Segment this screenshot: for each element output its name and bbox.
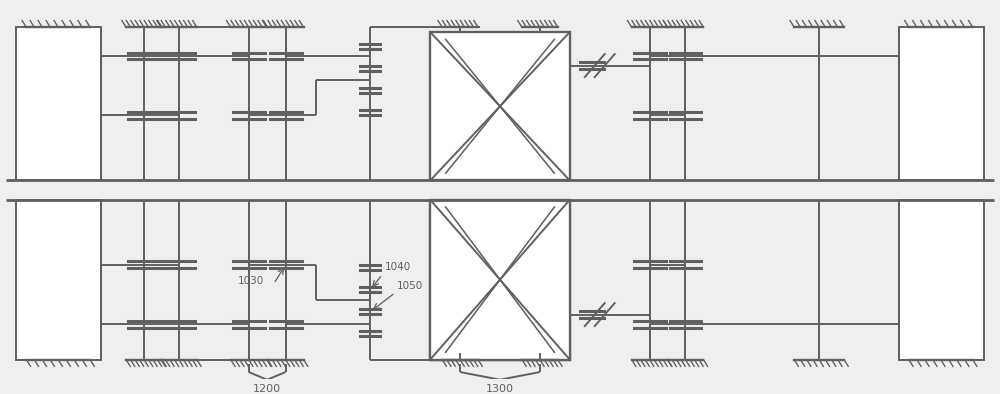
Bar [16,27,101,180]
Bar [430,200,570,360]
Bar [899,27,984,180]
Bar [430,209,570,360]
Bar [899,200,984,360]
Text: 1040: 1040 [384,262,411,272]
Bar [16,200,101,360]
Text: 1050: 1050 [397,281,424,291]
Text: 1300: 1300 [486,383,514,394]
Text: 1030: 1030 [237,276,264,286]
Text: 1200: 1200 [253,383,281,394]
Bar [430,32,570,180]
